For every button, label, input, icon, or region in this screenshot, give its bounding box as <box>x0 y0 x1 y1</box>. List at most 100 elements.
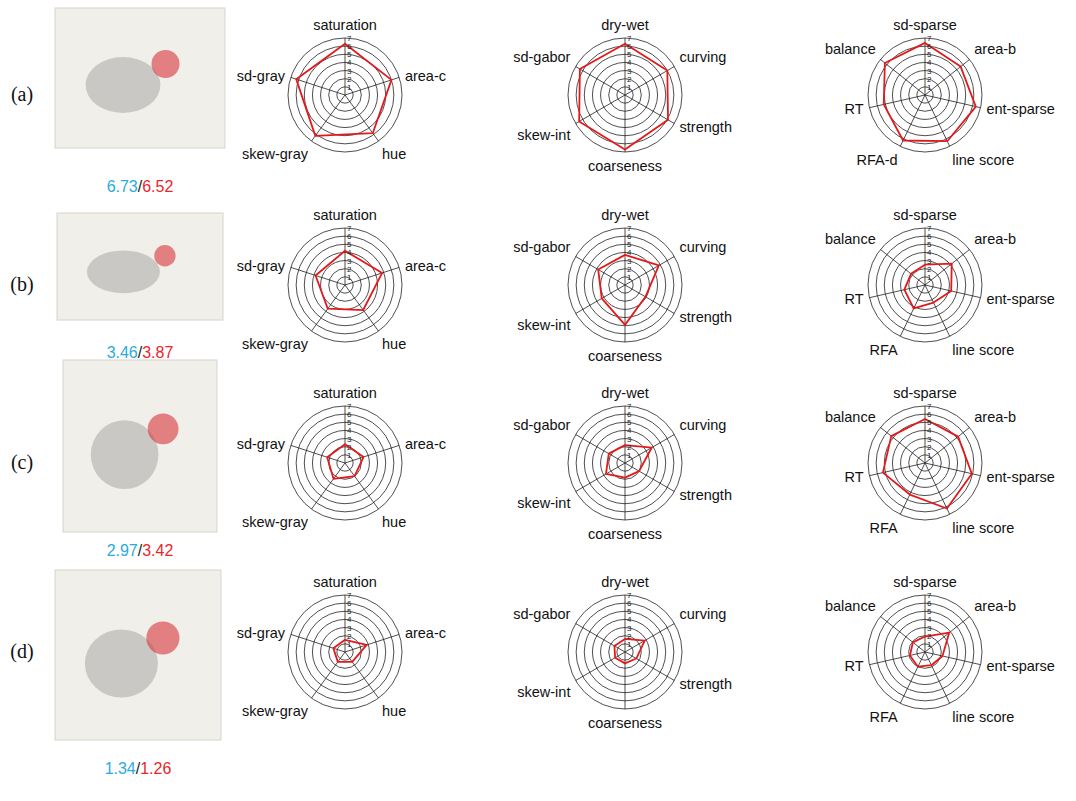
painting-placeholder <box>57 213 223 320</box>
axis-label: area-b <box>974 41 1016 57</box>
axis-label: RT <box>845 469 864 485</box>
tick-label: 3 <box>627 624 632 633</box>
tick-label: 1 <box>347 83 352 92</box>
axis-label: skew-gray <box>242 514 309 530</box>
tick-label: 4 <box>347 58 352 67</box>
tick-label: 1 <box>347 451 352 460</box>
axis-spoke <box>576 67 625 96</box>
axis-label: curving <box>680 417 727 433</box>
tick-label: 4 <box>627 615 632 624</box>
tick-label: 1 <box>627 451 632 460</box>
axis-spoke <box>925 427 970 463</box>
axis-label: curving <box>680 49 727 65</box>
tick-label: 2 <box>927 265 932 274</box>
tick-label: 3 <box>347 624 352 633</box>
axis-spoke <box>625 463 674 492</box>
radar-polygon <box>327 444 363 479</box>
axis-label: RT <box>845 291 864 307</box>
axis-label: skew-gray <box>242 336 309 352</box>
tick-label: 4 <box>347 615 352 624</box>
tick-label: 4 <box>627 426 632 435</box>
axis-label: sd-gabor <box>513 606 570 622</box>
axis-label: RT <box>845 658 864 674</box>
axis-label: line score <box>952 520 1014 536</box>
tick-label: 7 <box>927 34 932 43</box>
tick-label: 1 <box>927 640 932 649</box>
axis-label: area-b <box>974 598 1016 614</box>
tick-label: 7 <box>347 402 352 411</box>
axis-label: saturation <box>313 17 377 33</box>
grid-ring <box>288 228 402 342</box>
tick-label: 6 <box>927 410 932 419</box>
tick-label: 5 <box>927 240 932 249</box>
axis-label: hue <box>382 703 406 719</box>
axis-spoke <box>625 285 674 314</box>
tick-label: 2 <box>927 632 932 641</box>
tick-label: 1 <box>347 640 352 649</box>
axis-label: curving <box>680 606 727 622</box>
grid-ring <box>288 406 402 520</box>
grid-ring <box>568 406 682 520</box>
tick-label: 5 <box>927 418 932 427</box>
axis-label: area-b <box>974 231 1016 247</box>
tick-label: 3 <box>627 257 632 266</box>
axis-spoke <box>880 59 925 95</box>
axis-label: sd-gray <box>237 436 286 452</box>
axis-spoke <box>345 267 399 285</box>
tick-label: 7 <box>347 224 352 233</box>
tick-label: 6 <box>627 410 632 419</box>
radar-chart: 1234567dry-wetcurvingstrengthcoarsenesss… <box>513 574 732 731</box>
tick-label: 3 <box>927 257 932 266</box>
axis-label: sd-sparse <box>893 385 957 401</box>
axis-spoke <box>625 595 626 652</box>
grid-ring <box>568 38 682 152</box>
tick-label: 6 <box>627 599 632 608</box>
axis-label: RFA <box>869 709 898 725</box>
axis-label: curving <box>680 239 727 255</box>
axis-spoke <box>869 463 925 476</box>
plot-area <box>884 43 976 141</box>
painting-shape <box>87 250 160 293</box>
tick-label: 7 <box>627 34 632 43</box>
tick-label: 7 <box>927 591 932 600</box>
axis-spoke <box>925 616 970 652</box>
tick-label: 1 <box>347 273 352 282</box>
tick-label: 5 <box>347 50 352 59</box>
radar-chart: 1234567saturationarea-chueskew-graysd-gr… <box>237 574 446 719</box>
axis-label: balance <box>825 598 876 614</box>
tick-label: 1 <box>927 83 932 92</box>
plot-area <box>579 44 668 150</box>
tick-label: 5 <box>627 418 632 427</box>
tick-label: 3 <box>347 435 352 444</box>
figure: (a)6.73/6.52(b)3.46/3.87(c)2.97/3.42(d)1… <box>0 0 1076 801</box>
axis-label: strength <box>680 119 732 135</box>
scores: 2.97/3.42 <box>107 542 174 559</box>
painting-placeholder <box>63 360 217 532</box>
axis-label: balance <box>825 231 876 247</box>
radar-chart: 1234567saturationarea-chueskew-graysd-gr… <box>237 385 446 530</box>
tick-label: 6 <box>627 42 632 51</box>
axis-spoke <box>869 95 925 108</box>
tick-label: 6 <box>927 42 932 51</box>
tick-label: 1 <box>627 83 632 92</box>
axis-spoke <box>625 652 674 681</box>
radar-polygon <box>884 43 976 141</box>
tick-label: 2 <box>627 75 632 84</box>
tick-label: 2 <box>347 632 352 641</box>
tick-label: 2 <box>347 265 352 274</box>
axis-spoke <box>925 95 950 146</box>
plot-area <box>904 264 951 309</box>
tick-label: 7 <box>347 34 352 43</box>
axis-spoke <box>625 406 626 463</box>
score: 1.26 <box>140 760 171 777</box>
axis-label: RFA <box>869 520 898 536</box>
tick-label: 4 <box>927 58 932 67</box>
axis-spoke <box>880 616 925 652</box>
tick-label: 2 <box>347 75 352 84</box>
axis-label: skew-int <box>517 495 570 511</box>
panel-label: (a) <box>11 83 33 106</box>
axis-spoke <box>900 95 925 146</box>
axis-label: hue <box>382 146 406 162</box>
score: 2.97 <box>107 542 138 559</box>
tick-label: 1 <box>927 451 932 460</box>
